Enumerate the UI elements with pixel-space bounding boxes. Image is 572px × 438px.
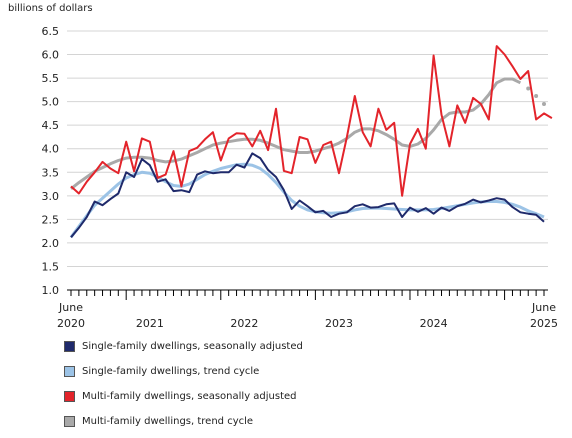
legend-swatch-single-trend (64, 365, 75, 377)
series-line-1 (69, 162, 545, 239)
y-tick-label: 1.5 (42, 260, 60, 273)
y-tick-label: 3.0 (42, 190, 60, 203)
y-tick-label: 4.0 (42, 143, 60, 156)
legend-swatch-single-sa (64, 340, 75, 352)
y-axis-ticks: 6.5 6.0 5.5 5.0 4.5 4.0 3.5 3.0 2.5 2.0 1.5 1.0 (42, 25, 60, 297)
series-dot-3 (542, 101, 546, 106)
legend-swatch-multi-trend (64, 415, 75, 427)
legend-item-single-trend: Single-family dwellings, trend cycle (64, 363, 303, 379)
chart-svg: 6.5 6.0 5.5 5.0 4.5 4.0 3.5 3.0 2.5 2.0 1.5 1.0 bil… (8, 3, 558, 330)
series-dot-3 (526, 86, 531, 91)
x-tick-label-year: 2020 (57, 317, 85, 330)
x-tick-label-year: 2022 (230, 317, 258, 330)
y-tick-label: 5.0 (42, 96, 60, 109)
x-tick-label-month: June (531, 301, 556, 314)
series-lines (69, 45, 553, 239)
x-tick-label-year: 2021 (136, 317, 164, 330)
legend-swatch-multi-sa (64, 390, 75, 402)
series-line-2 (70, 45, 553, 197)
x-tick-label-year: 2023 (325, 317, 353, 330)
legend-item-multi-sa: Multi-family dwellings, seasonally adjus… (64, 388, 303, 404)
legend-label-multi-trend: Multi-family dwellings, trend cycle (82, 415, 254, 427)
y-tick-label: 4.5 (42, 119, 60, 132)
series-dot-3 (534, 93, 539, 98)
x-tick-label-month: June (58, 301, 83, 314)
legend-label-single-trend: Single-family dwellings, trend cycle (82, 365, 260, 377)
y-tick-label: 6.0 (42, 49, 60, 62)
y-axis-label: billions of dollars (8, 3, 93, 14)
legend-label-single-sa: Single-family dwellings, seasonally adju… (82, 340, 303, 352)
x-axis: June 2020 2021 2022 2023 2024 June 2025 (57, 290, 558, 330)
y-tick-label: 2.0 (42, 237, 60, 250)
legend-label-multi-sa: Multi-family dwellings, seasonally adjus… (82, 390, 297, 402)
y-tick-label: 5.5 (42, 72, 60, 85)
series-line-0 (70, 152, 545, 238)
gridlines (67, 30, 548, 291)
y-tick-label: 1.0 (42, 284, 60, 297)
legend-item-single-sa: Single-family dwellings, seasonally adju… (64, 338, 303, 354)
legend: Single-family dwellings, seasonally adju… (64, 338, 303, 438)
legend-item-multi-trend: Multi-family dwellings, trend cycle (64, 413, 303, 429)
x-tick-label-year: 2024 (420, 317, 448, 330)
y-tick-label: 6.5 (42, 25, 60, 38)
x-tick-label-year: 2025 (530, 317, 558, 330)
y-tick-label: 3.5 (42, 166, 60, 179)
y-tick-label: 2.5 (42, 213, 60, 226)
